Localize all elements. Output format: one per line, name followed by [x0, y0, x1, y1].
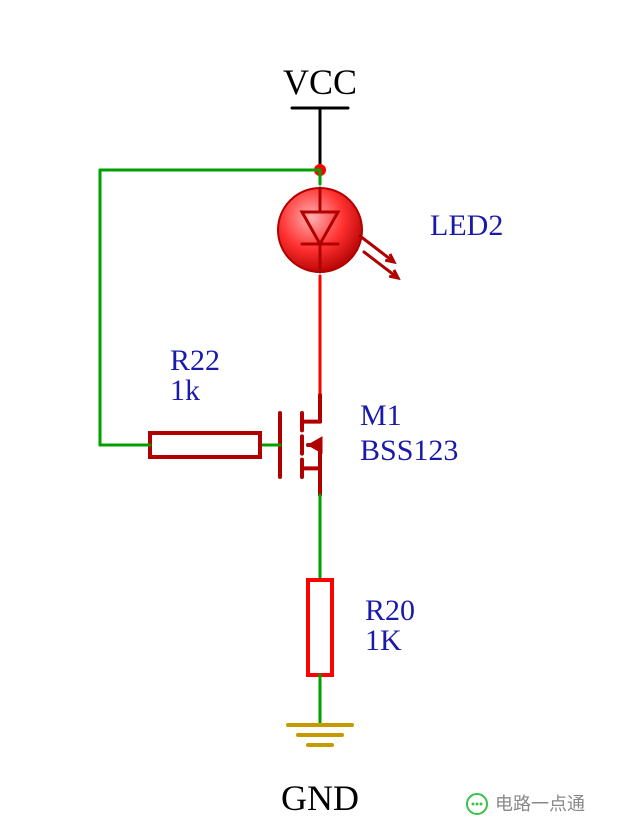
m1-ref: M1 [360, 399, 402, 432]
watermark-text: 电路一点通 [495, 794, 585, 814]
m1-part: BSS123 [360, 434, 458, 467]
resistor-r22 [150, 433, 260, 457]
resistor-r20 [308, 580, 332, 675]
r20-ref: R20 [365, 594, 415, 627]
r20-value: 1K [365, 624, 402, 657]
gnd-label: GND [281, 778, 359, 818]
led2-label: LED2 [430, 209, 503, 242]
r22-value: 1k [170, 374, 200, 407]
vcc-label: VCC [283, 62, 357, 102]
circuit-schematic: VCC LED2 M1BSS123 R221k R201K GND 电路一点通 [0, 0, 640, 828]
r22-ref: R22 [170, 344, 220, 377]
